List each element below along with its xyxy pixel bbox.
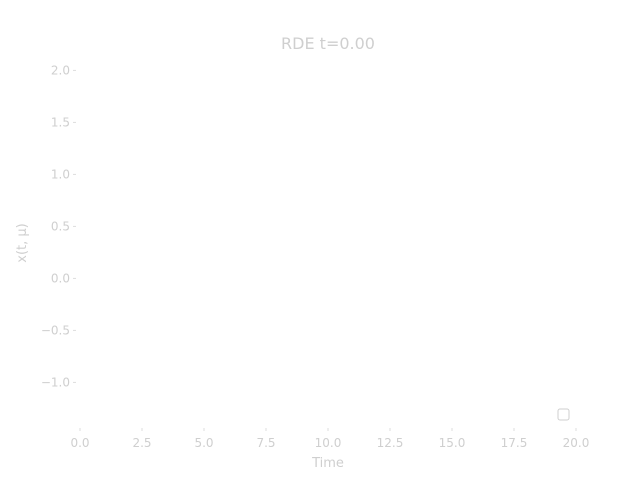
x-tick-label: 17.5 bbox=[501, 436, 528, 450]
legend-box bbox=[557, 408, 570, 421]
x-tick-label: 20.0 bbox=[563, 436, 590, 450]
y-tick-label: 0.0 bbox=[51, 271, 70, 285]
x-axis-ticks: 0.0 2.5 5.0 7.5 10.0 12.5 15.0 17.5 20.0 bbox=[70, 428, 589, 450]
y-tick-label: 0.5 bbox=[51, 219, 70, 233]
x-tick-label: 12.5 bbox=[377, 436, 404, 450]
y-tick-label: 1.0 bbox=[51, 167, 70, 181]
y-tick-label: 2.0 bbox=[51, 63, 70, 77]
y-tick-label: −0.5 bbox=[41, 323, 70, 337]
x-tick-label: 5.0 bbox=[194, 436, 213, 450]
y-axis-label: x(t, μ) bbox=[15, 223, 30, 262]
x-tick-label: 10.0 bbox=[315, 436, 342, 450]
x-axis-label: Time bbox=[311, 456, 344, 471]
y-tick-label: −1.0 bbox=[41, 375, 70, 389]
plot-area: 0.0 2.5 5.0 7.5 10.0 12.5 15.0 17.5 20.0 2.0 1.5 1… bbox=[41, 63, 590, 450]
x-tick-label: 2.5 bbox=[132, 436, 151, 450]
y-tick-label: 1.5 bbox=[51, 115, 70, 129]
x-tick-label: 0.0 bbox=[70, 436, 89, 450]
x-tick-label: 7.5 bbox=[256, 436, 275, 450]
y-axis-ticks: 2.0 1.5 1.0 0.5 0.0 −0.5 −1.0 bbox=[41, 63, 76, 389]
chart-title: RDE t=0.00 bbox=[281, 34, 375, 53]
x-tick-label: 15.0 bbox=[439, 436, 466, 450]
